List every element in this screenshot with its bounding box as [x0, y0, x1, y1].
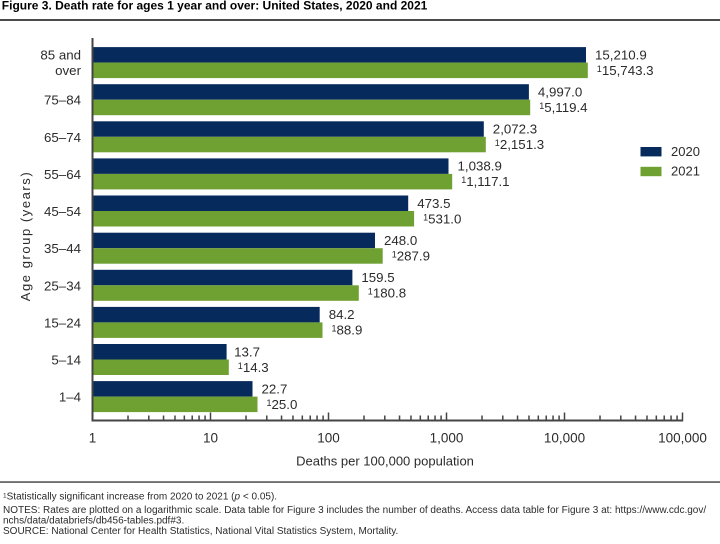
svg-text:100: 100	[317, 431, 340, 446]
svg-text:473.5: 473.5	[417, 196, 450, 211]
svg-text:Age group (years): Age group (years)	[18, 171, 33, 301]
svg-text:over: over	[55, 63, 81, 78]
svg-text:NOTES: Rates are plotted on a: NOTES: Rates are plotted on a logarithmi…	[3, 505, 706, 516]
svg-text:4,997.0: 4,997.0	[538, 85, 582, 100]
svg-text:1,000: 1,000	[430, 431, 464, 446]
svg-text:159.5: 159.5	[361, 270, 394, 285]
svg-text:2021: 2021	[671, 164, 700, 179]
svg-text:188.9: 188.9	[332, 323, 363, 338]
svg-text:11,117.1: 11,117.1	[461, 174, 509, 189]
svg-text:2,072.3: 2,072.3	[493, 122, 537, 137]
svg-text:75–84: 75–84	[44, 93, 81, 108]
svg-text:13.7: 13.7	[234, 344, 260, 359]
svg-text:114.3: 114.3	[238, 360, 269, 375]
svg-text:115,743.3: 115,743.3	[597, 63, 654, 78]
svg-text:1Statistically significant inc: 1Statistically significant increase from…	[3, 492, 277, 503]
svg-text:15–24: 15–24	[44, 315, 81, 330]
svg-text:SOURCE: National Center for He: SOURCE: National Center for Health Stati…	[3, 526, 398, 537]
svg-text:55–64: 55–64	[44, 167, 81, 182]
svg-text:15,119.4: 15,119.4	[539, 100, 587, 115]
svg-text:Deaths per 100,000 population: Deaths per 100,000 population	[296, 454, 474, 469]
svg-text:Figure 3. Death rate for ages: Figure 3. Death rate for ages 1 year and…	[2, 0, 428, 13]
svg-text:1–4: 1–4	[59, 390, 81, 405]
svg-text:1: 1	[89, 431, 97, 446]
svg-text:100,000: 100,000	[658, 431, 707, 446]
svg-text:1531.0: 1531.0	[423, 211, 461, 226]
svg-text:25–34: 25–34	[44, 278, 81, 293]
svg-text:10,000: 10,000	[544, 431, 585, 446]
svg-text:45–54: 45–54	[44, 204, 81, 219]
svg-text:15,210.9: 15,210.9	[595, 47, 647, 62]
svg-text:65–74: 65–74	[44, 130, 81, 145]
svg-text:5–14: 5–14	[51, 353, 81, 368]
svg-text:2020: 2020	[671, 144, 700, 159]
svg-text:1180.8: 1180.8	[368, 286, 406, 301]
svg-text:1,038.9: 1,038.9	[458, 159, 502, 174]
svg-text:248.0: 248.0	[384, 233, 417, 248]
svg-text:35–44: 35–44	[44, 241, 81, 256]
svg-text:10: 10	[203, 431, 218, 446]
svg-text:12,151.3: 12,151.3	[495, 137, 544, 152]
svg-text:84.2: 84.2	[329, 307, 355, 322]
svg-text:125.0: 125.0	[267, 397, 298, 412]
svg-text:1287.9: 1287.9	[392, 248, 430, 263]
svg-text:nchs/data/databriefs/db456-tab: nchs/data/databriefs/db456-tables.pdf#3.	[3, 516, 184, 527]
svg-text:85 and: 85 and	[40, 47, 81, 62]
svg-text:22.7: 22.7	[262, 381, 288, 396]
